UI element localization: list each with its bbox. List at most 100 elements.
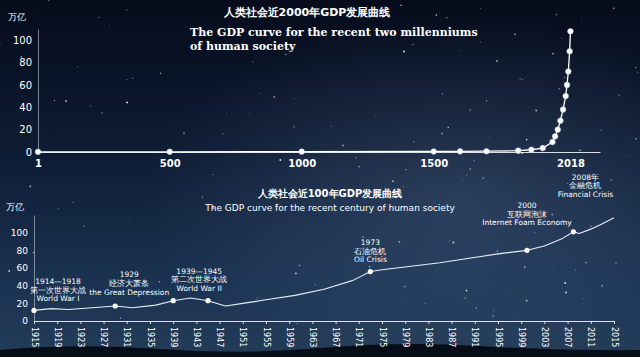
x-tick-label: 1963 xyxy=(308,327,317,347)
y-tick: 0 xyxy=(22,316,34,326)
star xyxy=(51,35,53,37)
star xyxy=(273,96,275,98)
star xyxy=(129,237,131,239)
annotation-text: Financial Crisis xyxy=(558,190,614,199)
star xyxy=(65,100,67,102)
star xyxy=(513,55,515,57)
annotation-label: 1973石油危机Oil Crisis xyxy=(354,238,387,264)
star xyxy=(448,127,449,128)
star xyxy=(293,97,295,99)
y-axis-line xyxy=(34,216,35,322)
x-tick-mark xyxy=(452,321,453,324)
x-axis: 1915191919231927193119351939194319471951… xyxy=(30,321,619,347)
star xyxy=(226,112,228,114)
star xyxy=(49,133,51,135)
star xyxy=(160,73,161,74)
star xyxy=(222,133,223,134)
x-tick-label: 2011 xyxy=(587,327,596,347)
x-tick: 2011 xyxy=(587,321,596,347)
star xyxy=(585,262,586,263)
y-axis: 020406080100 xyxy=(13,30,39,158)
star xyxy=(493,310,494,311)
y-tick-label: 0 xyxy=(22,316,28,326)
star xyxy=(183,132,185,134)
star xyxy=(249,114,250,115)
chart-panel: 人类社会近100年GDP发展曲线The GDP curve for the re… xyxy=(6,173,619,348)
x-tick-label: 1975 xyxy=(378,327,387,347)
x-tick: 1979 xyxy=(401,321,410,347)
star xyxy=(635,67,636,68)
x-tick-label: 1951 xyxy=(239,327,248,347)
star xyxy=(466,174,468,176)
star xyxy=(601,285,603,287)
star xyxy=(567,183,569,185)
star xyxy=(552,53,554,55)
star xyxy=(613,7,615,9)
star xyxy=(108,25,110,27)
star xyxy=(279,159,281,161)
star xyxy=(519,78,521,80)
x-tick-mark xyxy=(405,321,406,324)
chart-title: 人类社会近2000年GDP发展曲线 xyxy=(223,6,391,19)
star xyxy=(264,103,265,104)
star xyxy=(637,72,638,73)
star xyxy=(83,225,85,227)
x-tick-mark xyxy=(475,321,476,324)
y-tick: 60 xyxy=(19,80,38,91)
star xyxy=(202,196,203,197)
x-tick-label: 500 xyxy=(160,158,181,169)
y-tick-label: 80 xyxy=(19,57,32,68)
x-tick-label: 1991 xyxy=(471,327,480,347)
star xyxy=(480,41,482,43)
star xyxy=(202,94,204,96)
x-tick-mark xyxy=(521,321,522,324)
x-tick: 1923 xyxy=(76,321,85,347)
x-axis-line xyxy=(35,321,615,322)
star xyxy=(294,126,295,127)
annotation-label: 1939—1945第二次世界大战World War II xyxy=(171,267,227,293)
star xyxy=(359,166,361,168)
annotation-point xyxy=(171,298,176,303)
star xyxy=(516,319,518,321)
annotation-label: 1929经济大萧条the Great Depression xyxy=(89,270,169,296)
data-point xyxy=(563,93,569,99)
data-point xyxy=(299,149,305,155)
star xyxy=(574,269,576,271)
data-point xyxy=(35,149,41,155)
star xyxy=(449,253,451,255)
star xyxy=(375,114,377,116)
star xyxy=(466,288,467,289)
star xyxy=(460,50,462,52)
x-tick-label: 1959 xyxy=(285,327,294,347)
x-tick-label: 1915 xyxy=(30,327,39,347)
star xyxy=(561,37,563,39)
star xyxy=(126,9,127,10)
plot-area xyxy=(31,218,614,313)
star xyxy=(58,208,59,209)
x-tick: 2003 xyxy=(540,321,549,347)
x-tick: 1935 xyxy=(146,321,155,347)
y-axis-title: 万亿 xyxy=(6,202,24,212)
x-tick-label: 1000 xyxy=(288,158,316,169)
star xyxy=(522,78,524,80)
star xyxy=(0,301,1,303)
annotation-point xyxy=(31,308,36,313)
x-tick-mark xyxy=(591,321,592,324)
star xyxy=(316,39,318,41)
x-tick-label: 1955 xyxy=(262,327,271,347)
star xyxy=(358,167,359,168)
y-tick-label: 100 xyxy=(13,35,32,46)
star xyxy=(28,201,30,203)
x-tick-label: 2007 xyxy=(563,327,572,347)
star xyxy=(579,149,581,151)
x-tick: 1951 xyxy=(239,321,248,347)
x-axis: 1500100015002018 xyxy=(35,152,600,169)
chart-subtitle: The GDP curve for the recent century of … xyxy=(204,203,455,213)
x-tick-label: 1935 xyxy=(146,327,155,347)
star xyxy=(486,100,487,101)
y-tick: 100 xyxy=(11,228,34,238)
star xyxy=(452,241,454,243)
x-tick-label: 1 xyxy=(35,158,42,169)
star xyxy=(611,179,612,180)
data-point xyxy=(564,82,570,88)
